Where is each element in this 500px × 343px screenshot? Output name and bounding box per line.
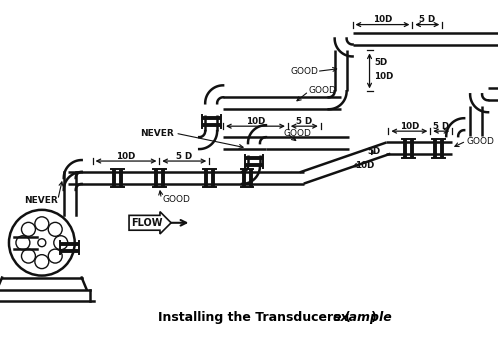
Text: 5 D: 5 D (419, 15, 436, 24)
Text: Installing the Transducers (: Installing the Transducers ( (158, 311, 350, 324)
Text: GOOD: GOOD (466, 137, 494, 146)
Text: GOOD: GOOD (162, 196, 190, 204)
Text: 5 D: 5 D (296, 117, 312, 126)
Text: GOOD: GOOD (284, 129, 312, 138)
Text: 10D: 10D (116, 152, 135, 161)
Text: NEVER: NEVER (24, 197, 58, 205)
Text: NEVER: NEVER (140, 129, 174, 138)
Text: 5 D: 5 D (433, 122, 450, 131)
Text: 10D: 10D (354, 161, 374, 169)
Text: 5D: 5D (374, 58, 388, 68)
Text: 10D: 10D (373, 15, 392, 24)
Text: 10D: 10D (400, 122, 419, 131)
Text: FLOW: FLOW (132, 218, 163, 228)
Text: 10D: 10D (246, 117, 265, 126)
Text: GOOD: GOOD (309, 86, 336, 95)
Text: example: example (332, 311, 392, 324)
Text: 5D: 5D (368, 146, 381, 156)
Text: 5 D: 5 D (176, 152, 192, 161)
Text: GOOD: GOOD (291, 67, 318, 76)
Text: 10D: 10D (374, 72, 394, 81)
Text: ): ) (370, 311, 376, 324)
